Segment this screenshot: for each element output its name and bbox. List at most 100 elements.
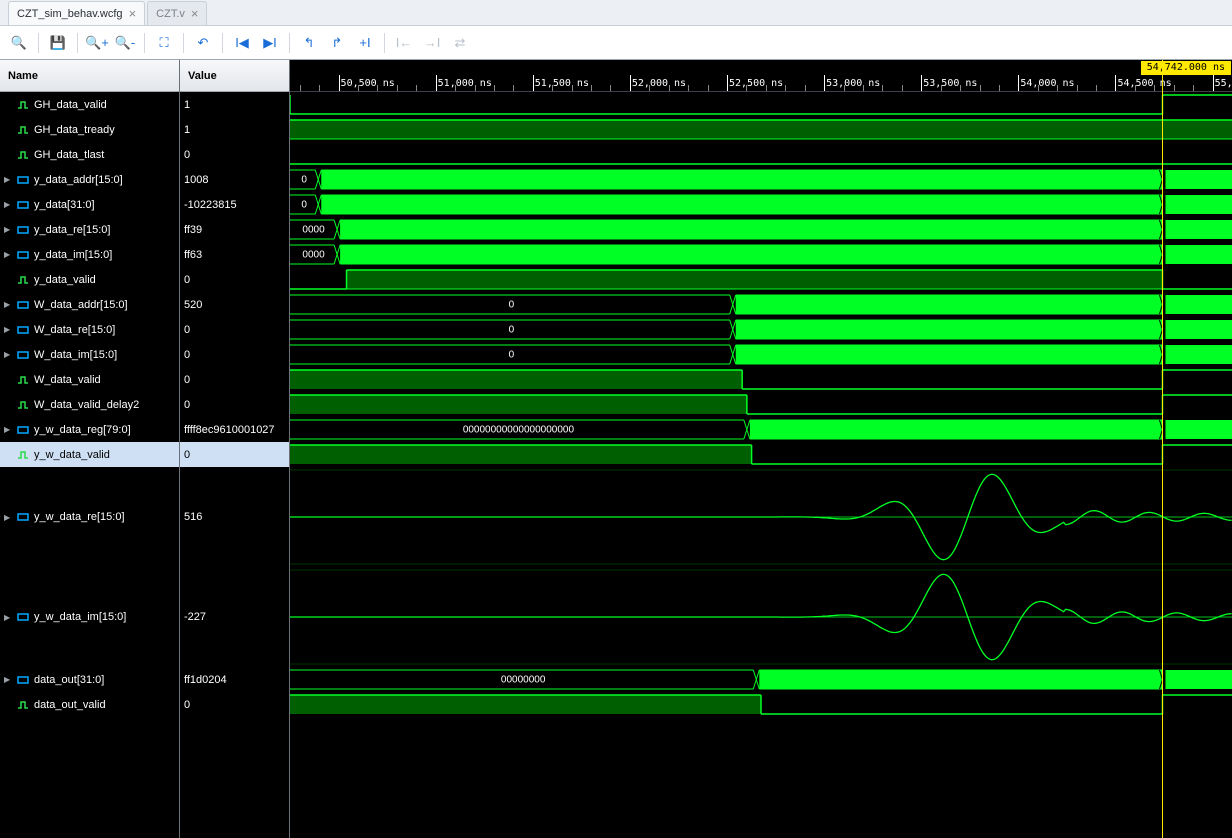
scalar-signal-icon [16, 399, 30, 411]
signal-name-row[interactable]: GH_data_tlast [0, 142, 179, 167]
undo-icon[interactable]: ↶ [190, 30, 216, 56]
next-edge-icon[interactable]: ↱ [324, 30, 350, 56]
zoom-fit-icon[interactable]: ⛶ [151, 30, 177, 56]
last-icon[interactable]: ▶I [257, 30, 283, 56]
signal-value-cell[interactable]: ff1d0204 [180, 667, 289, 692]
svg-text:0000: 0000 [302, 250, 325, 261]
zoom-out-icon[interactable]: 🔍- [112, 30, 138, 56]
close-icon[interactable]: × [191, 7, 199, 20]
signal-value-column: Value 1101008-10223815ff39ff6305200000ff… [180, 60, 290, 838]
signal-name-label: y_data_addr[15:0] [34, 174, 123, 186]
signal-value-cell[interactable]: 516 [180, 467, 289, 567]
signal-name-label: W_data_im[15:0] [34, 349, 117, 361]
scalar-signal-icon [16, 449, 30, 461]
signal-name-row[interactable]: ▶y_data_im[15:0] [0, 242, 179, 267]
signal-name-row[interactable]: W_data_valid [0, 367, 179, 392]
save-icon[interactable]: 💾 [45, 30, 71, 56]
signal-name-label: y_w_data_reg[79:0] [34, 424, 131, 436]
bus-signal-icon [16, 224, 30, 236]
signal-value-cell[interactable]: 0 [180, 142, 289, 167]
search-icon[interactable]: 🔍 [6, 30, 32, 56]
tab-bar: CZT_sim_behav.wcfg × CZT.v × [0, 0, 1232, 26]
signal-value-cell[interactable]: 0 [180, 342, 289, 367]
scalar-signal-icon [16, 699, 30, 711]
scalar-signal-icon [16, 374, 30, 386]
time-ruler: 54,742.000 ns 50,500 ns51,000 ns51,500 n… [290, 60, 1232, 92]
add-marker-icon[interactable]: +I [352, 30, 378, 56]
signal-value-cell[interactable]: ffff8ec9610001027 [180, 417, 289, 442]
cursor-line[interactable] [1162, 60, 1163, 838]
svg-text:0: 0 [509, 300, 515, 311]
signal-value-cell[interactable]: 0 [180, 442, 289, 467]
waveform-row: 0 [290, 192, 1232, 217]
signal-name-label: y_data_im[15:0] [34, 249, 112, 261]
signal-name-label: GH_data_valid [34, 99, 107, 111]
signal-value-cell[interactable]: 520 [180, 292, 289, 317]
signal-name-label: W_data_valid_delay2 [34, 399, 139, 411]
signal-name-row[interactable]: ▶y_w_data_re[15:0] [0, 467, 179, 567]
signal-name-label: y_data_valid [34, 274, 96, 286]
signal-name-label: W_data_valid [34, 374, 101, 386]
close-icon[interactable]: × [129, 7, 137, 20]
signal-name-row[interactable]: GH_data_tready [0, 117, 179, 142]
waveform-row: 0 [290, 167, 1232, 192]
signal-value-cell[interactable]: ff39 [180, 217, 289, 242]
signal-name-row[interactable]: y_data_valid [0, 267, 179, 292]
signal-name-row[interactable]: ▶y_data_addr[15:0] [0, 167, 179, 192]
signal-name-row[interactable]: ▶y_w_data_reg[79:0] [0, 417, 179, 442]
waveform-row: 00000000000000000000 [290, 417, 1232, 442]
signal-value-cell[interactable]: 1 [180, 92, 289, 117]
signal-name-row[interactable]: ▶y_w_data_im[15:0] [0, 567, 179, 667]
waveform-row [290, 692, 1232, 717]
swap-icon[interactable]: ⇄ [447, 30, 473, 56]
tab-label: CZT_sim_behav.wcfg [17, 8, 123, 20]
name-header: Name [0, 60, 179, 92]
tab-verilog[interactable]: CZT.v × [147, 1, 207, 25]
signal-value-cell[interactable]: 0 [180, 692, 289, 717]
signal-value-cell[interactable]: -10223815 [180, 192, 289, 217]
signal-value-cell[interactable]: 0 [180, 317, 289, 342]
signal-name-column: Name GH_data_valid GH_data_treadyGH_data_… [0, 60, 180, 838]
next-marker-icon[interactable]: →I [419, 30, 445, 56]
svg-text:00000000: 00000000 [501, 675, 546, 686]
bus-signal-icon [16, 324, 30, 336]
svg-text:0: 0 [509, 325, 515, 336]
first-icon[interactable]: I◀ [229, 30, 255, 56]
signal-name-row[interactable]: ▶W_data_im[15:0] [0, 342, 179, 367]
signal-name-row[interactable]: y_w_data_valid [0, 442, 179, 467]
signal-value-cell[interactable]: 0 [180, 267, 289, 292]
signal-name-row[interactable]: W_data_valid_delay2 [0, 392, 179, 417]
waveform-canvas[interactable]: 54,742.000 ns 50,500 ns51,000 ns51,500 n… [290, 60, 1232, 838]
tab-wcfg[interactable]: CZT_sim_behav.wcfg × [8, 1, 145, 25]
signal-value-cell[interactable]: -227 [180, 567, 289, 667]
waveform-row: 0 [290, 342, 1232, 367]
bus-signal-icon [16, 674, 30, 686]
signal-name-row[interactable]: ▶y_data_re[15:0] [0, 217, 179, 242]
svg-text:00000000000000000000: 00000000000000000000 [463, 425, 575, 436]
waveform-row: 0000 [290, 217, 1232, 242]
signal-value-cell[interactable]: ff63 [180, 242, 289, 267]
zoom-in-icon[interactable]: 🔍+ [84, 30, 110, 56]
scalar-signal-icon [16, 274, 30, 286]
scalar-signal-icon [16, 99, 30, 111]
waveform-viewer: Name GH_data_valid GH_data_treadyGH_data_… [0, 60, 1232, 838]
signal-name-row[interactable]: ▶W_data_addr[15:0] [0, 292, 179, 317]
prev-marker-icon[interactable]: I← [391, 30, 417, 56]
signal-name-label: y_data_re[15:0] [34, 224, 110, 236]
signal-name-label: data_out[31:0] [34, 674, 104, 686]
signal-value-cell[interactable]: 0 [180, 367, 289, 392]
svg-text:0: 0 [301, 200, 307, 211]
cursor-time-badge: 54,742.000 ns [1140, 60, 1232, 76]
signal-value-cell[interactable]: 1008 [180, 167, 289, 192]
signal-name-row[interactable]: GH_data_valid [0, 92, 179, 117]
prev-edge-icon[interactable]: ↰ [296, 30, 322, 56]
signal-name-row[interactable]: ▶W_data_re[15:0] [0, 317, 179, 342]
signal-name-label: y_w_data_valid [34, 449, 110, 461]
signal-name-row[interactable]: ▶y_data[31:0] [0, 192, 179, 217]
signal-value-cell[interactable]: 1 [180, 117, 289, 142]
signal-name-row[interactable]: ▶data_out[31:0] [0, 667, 179, 692]
svg-text:0: 0 [509, 350, 515, 361]
signal-name-row[interactable]: data_out_valid [0, 692, 179, 717]
waveform-row [290, 367, 1232, 392]
signal-value-cell[interactable]: 0 [180, 392, 289, 417]
